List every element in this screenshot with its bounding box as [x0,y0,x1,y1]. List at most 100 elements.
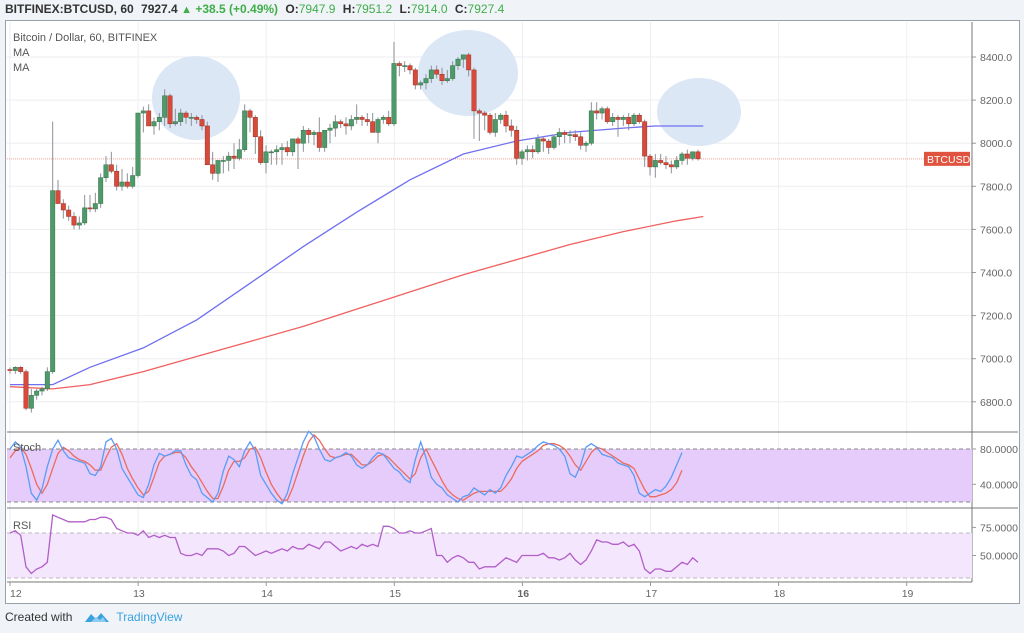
candle-up [28,395,34,409]
candle-down [636,114,642,122]
candle-down [343,123,349,127]
candle-down [615,117,621,120]
candle-up [423,78,429,84]
stoch-k-line [9,430,683,505]
candle-up [498,114,504,120]
candle-down [87,207,93,210]
candle-down [642,121,648,157]
candle-down [114,170,120,187]
price-axis-label: 6800.0 [980,397,1012,409]
candle-down [124,181,130,187]
candle-up [172,121,178,125]
candle-up [444,78,450,81]
candle-down [306,130,312,135]
stoch-band [7,449,972,502]
time-axis-label: 13 [133,588,145,600]
candle-down [359,117,365,120]
open-value: 7947.9 [298,2,336,16]
candle-down [194,117,200,120]
candle-up [375,119,381,133]
price-axis-label: 7600.0 [980,224,1012,236]
rsi-band [7,533,972,578]
candle-up [274,149,280,153]
rsi-pane-label: RSI [13,520,32,532]
candle-up [39,388,45,392]
time-axis-label: 12 [10,588,22,600]
candle-up [82,207,88,224]
legend-ma-fast[interactable]: MA [13,47,30,59]
tradingview-link[interactable]: TradingView [116,610,183,624]
price-tag-badge [924,151,970,166]
candle-up [519,151,525,159]
candle-up [236,149,242,159]
candle-up [76,222,82,226]
candle-down [258,136,264,163]
price-axis-label: 8200.0 [980,95,1012,107]
created-with-text: Created with [5,610,73,624]
candle-down [407,65,413,71]
candle-up [332,121,338,129]
candle-down [60,203,66,211]
candle-down [284,147,290,153]
footer: Created with TradingView [5,610,182,624]
low-value: 7914.0 [410,2,448,16]
highlight-ellipse [418,30,518,116]
time-axis-label: 18 [774,588,786,600]
candle-up [652,160,658,168]
legend-title: Bitcoin / Dollar, 60, BITFINEX [13,32,158,44]
price-axis-label: 8000.0 [980,138,1012,150]
candle-up [567,134,573,136]
candle-down [482,112,488,116]
up-triangle-icon: ▲ [181,4,192,16]
candle-up [418,82,424,86]
candle-down [18,367,24,372]
price-tag-label: BTCUSD [927,154,971,166]
candle-down [695,151,701,160]
candle-up [215,160,221,174]
candle-down [684,153,690,159]
candle-up [402,65,408,67]
open-label: O: [285,2,299,16]
price-axis-label: 7200.0 [980,311,1012,323]
candles [7,41,701,413]
candle-up [391,63,397,125]
legend-ma-slow[interactable]: MA [13,62,30,74]
candle-down [370,121,376,133]
rsi-axis-label: 50.0000 [980,551,1018,563]
candle-up [492,119,498,133]
candle-up [556,132,562,137]
candle-up [311,132,317,135]
close-label: C: [454,2,468,16]
candle-down [562,132,568,135]
candle-down [23,371,29,409]
time-axis-label: 16 [517,588,529,600]
candle-up [524,149,530,153]
stoch-axis-label: 80.0000 [980,444,1018,456]
candle-up [226,155,232,161]
candle-up [455,58,461,66]
candle-up [156,117,162,122]
candle-up [599,108,605,114]
candle-down [471,69,477,112]
price-axis-label: 7400.0 [980,268,1012,280]
candle-up [354,117,360,120]
candle-up [620,117,626,120]
stoch-axis-label: 40.0000 [980,479,1018,491]
candle-down [210,164,216,174]
candle-down [508,125,514,131]
candle-up [535,138,541,153]
candle-up [188,117,194,119]
symbol-header: BITFINEX:BTCUSD, 60 7927.4 ▲ +38.5 (+0.4… [5,2,504,16]
candle-down [108,164,114,172]
candle-down [199,119,205,127]
candle-down [604,108,610,122]
candle-down [668,164,674,168]
candle-down [594,110,600,114]
candle-down [146,110,152,127]
rsi-axis-label: 75.0000 [980,522,1018,534]
candle-up [178,112,184,122]
candle-down [578,136,584,146]
candle-down [540,138,546,142]
stoch-d-line [9,433,683,501]
